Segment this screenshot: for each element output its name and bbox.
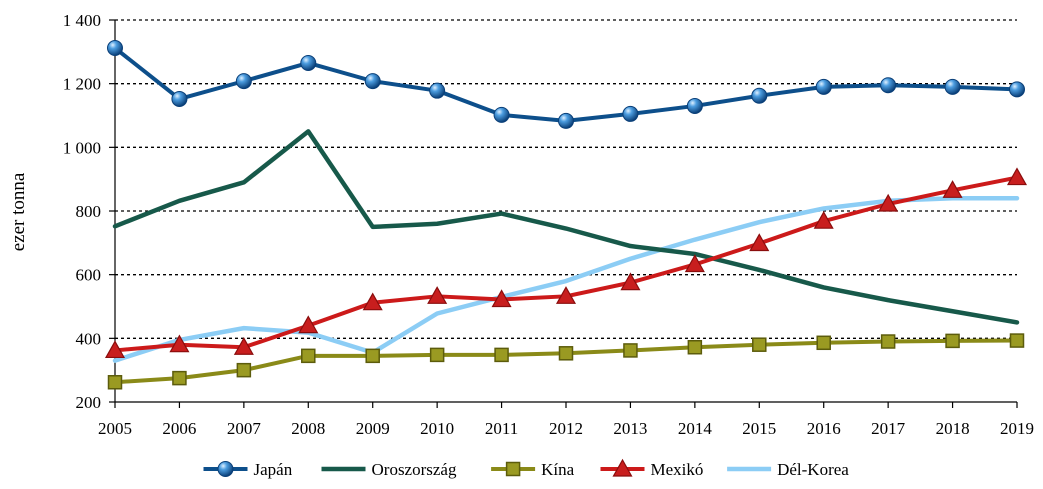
data-point — [942, 180, 963, 198]
data-point — [751, 87, 768, 104]
data-point — [684, 254, 705, 273]
x-tick-label: 2014 — [678, 419, 713, 438]
x-tick-label: 2006 — [162, 419, 196, 438]
y-tick-label: 400 — [76, 329, 102, 348]
legend: Japán Oroszország Kína Mexikó Dél-Korea — [203, 458, 849, 479]
data-point — [217, 461, 234, 477]
legend-item: Dél-Korea — [727, 460, 849, 479]
series-layer — [104, 40, 1028, 390]
data-point — [558, 346, 574, 361]
x-tick-label: 2017 — [871, 419, 906, 438]
data-point — [491, 289, 512, 308]
series-oroszorsz-g — [112, 129, 1020, 325]
data-point — [301, 348, 316, 364]
data-point — [298, 315, 319, 334]
data-point — [1009, 81, 1025, 98]
data-point — [235, 73, 252, 90]
data-point — [300, 54, 317, 71]
y-tick-label: 600 — [76, 266, 102, 285]
data-point — [749, 233, 770, 252]
data-point — [555, 286, 577, 304]
data-point — [104, 340, 126, 359]
data-point — [362, 292, 383, 311]
data-point — [494, 347, 509, 363]
data-point — [878, 193, 899, 212]
x-tick-label: 2008 — [291, 419, 325, 438]
series-mexik- — [104, 167, 1028, 359]
series-line — [112, 129, 1020, 325]
data-point — [171, 90, 188, 107]
y-tick-label: 1 000 — [63, 138, 101, 157]
data-point — [429, 82, 446, 99]
data-point — [493, 106, 510, 123]
data-point — [687, 339, 703, 355]
legend-label: Japán — [254, 460, 293, 479]
x-tick-label: 2016 — [807, 419, 841, 438]
series-jap-n — [107, 40, 1025, 129]
data-point — [1006, 167, 1028, 186]
data-point — [813, 210, 834, 229]
data-point — [816, 335, 831, 351]
series-k-na — [107, 333, 1025, 390]
data-point — [815, 78, 832, 95]
legend-label: Dél-Korea — [777, 460, 849, 479]
data-point — [236, 362, 252, 378]
x-tick-label: 2012 — [549, 419, 583, 438]
legend-item: Kína — [491, 460, 575, 479]
data-point — [944, 78, 961, 95]
data-point — [880, 77, 897, 94]
x-tick-label: 2010 — [420, 419, 454, 438]
data-point — [107, 40, 123, 57]
x-tick-label: 2007 — [227, 419, 262, 438]
legend-item: Japán — [203, 460, 293, 479]
data-point — [365, 348, 380, 364]
data-point — [505, 461, 521, 477]
series-d-l-korea — [112, 196, 1020, 363]
data-point — [620, 272, 641, 291]
data-point — [364, 73, 381, 90]
x-tick-label: 2011 — [485, 419, 518, 438]
data-point — [233, 337, 254, 355]
data-point — [752, 337, 767, 352]
data-point — [429, 347, 445, 363]
axis-layer: 200 400 600 800 1 000 1 200 1 400 2005 2006 2007 2… — [63, 11, 1034, 438]
x-tick-label: 2013 — [613, 419, 647, 438]
legend-item: Mexikó — [600, 458, 704, 479]
x-tick-label: 2019 — [1000, 419, 1034, 438]
x-tick-label: 2005 — [98, 419, 132, 438]
series-line — [112, 196, 1020, 363]
data-point — [623, 343, 638, 358]
y-tick-label: 200 — [76, 393, 102, 412]
legend-label: Oroszország — [372, 460, 457, 479]
x-tick-label: 2009 — [356, 419, 390, 438]
data-point — [1009, 333, 1025, 348]
y-tick-label: 1 200 — [63, 75, 101, 94]
data-point — [558, 112, 574, 129]
data-point — [880, 334, 896, 349]
data-point — [172, 370, 187, 386]
data-point — [945, 333, 960, 349]
legend-label: Kína — [541, 460, 575, 479]
x-tick-label: 2015 — [742, 419, 776, 438]
data-point — [612, 458, 633, 477]
data-point — [427, 286, 448, 304]
data-point — [686, 97, 703, 114]
data-point — [169, 334, 190, 353]
y-tick-label: 1 400 — [63, 11, 101, 30]
grid-layer — [115, 19, 1017, 339]
y-tick-label: 800 — [76, 202, 102, 221]
legend-item: Oroszország — [321, 460, 457, 479]
data-point — [107, 375, 123, 390]
legend-label: Mexikó — [651, 460, 704, 479]
x-tick-label: 2018 — [936, 419, 970, 438]
data-point — [622, 105, 639, 122]
y-axis-title: ezer tonna — [8, 172, 29, 251]
